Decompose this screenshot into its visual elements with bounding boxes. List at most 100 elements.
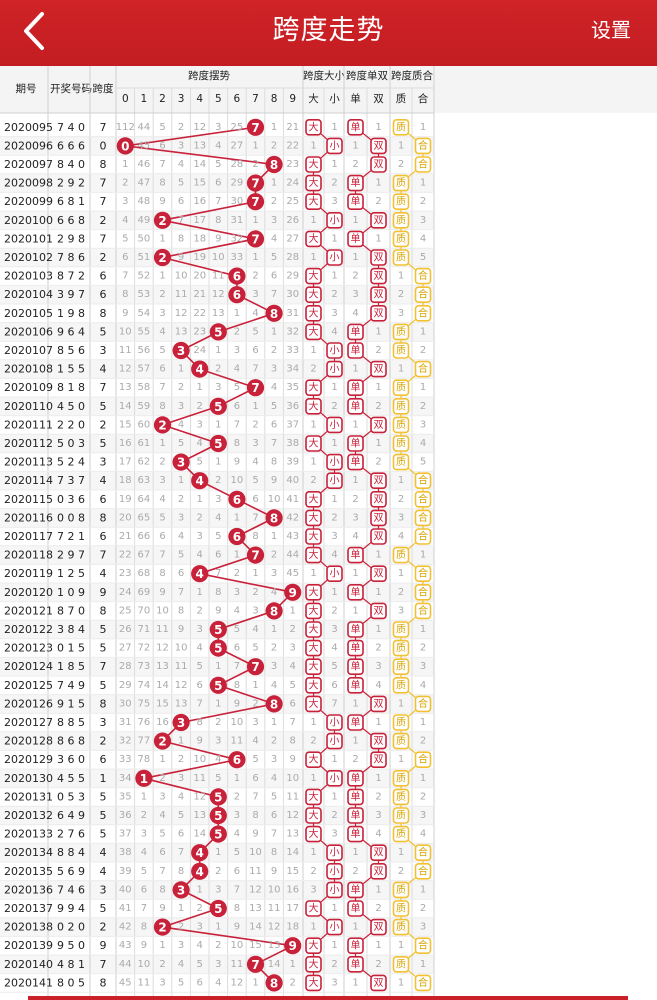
span-ball-digit: 7 bbox=[251, 381, 259, 395]
miss-count: 7 bbox=[141, 903, 147, 914]
miss-count: 45 bbox=[119, 977, 132, 988]
span-ball bbox=[209, 620, 227, 639]
miss-count: 39 bbox=[119, 866, 132, 877]
miss-count: 6 bbox=[215, 178, 221, 189]
size-marker-label: 小 bbox=[330, 717, 340, 729]
prime-marker-label: 合 bbox=[418, 288, 428, 301]
size-marker bbox=[305, 695, 322, 713]
span-ball-digit: 5 bbox=[214, 642, 222, 656]
miss-count: 65 bbox=[138, 512, 151, 523]
period-cell: 2020139 bbox=[4, 939, 53, 952]
parity-marker-label: 单 bbox=[351, 810, 361, 822]
miss-count: 1 bbox=[290, 959, 296, 970]
size-marker bbox=[326, 249, 343, 266]
miss-count: 3 bbox=[197, 922, 203, 933]
miss-count: 2 bbox=[197, 903, 203, 914]
span-ball-digit: 7 bbox=[251, 232, 259, 246]
draw-numbers: 1 0 9 bbox=[57, 586, 85, 599]
back-button[interactable] bbox=[18, 8, 54, 54]
draw-numbers: 8 8 4 bbox=[57, 846, 85, 859]
miss-count: 1 bbox=[197, 382, 203, 393]
parity-marker bbox=[347, 323, 364, 341]
period-cell: 2020105 bbox=[4, 307, 53, 320]
prime-marker bbox=[392, 900, 410, 917]
miss-count: 1 bbox=[215, 457, 221, 468]
miss-count: 57 bbox=[138, 364, 151, 375]
parity-marker bbox=[370, 751, 387, 769]
parity-marker-label: 双 bbox=[374, 921, 384, 933]
miss-count: 11 bbox=[175, 289, 188, 300]
miss-count: 1 bbox=[352, 847, 358, 858]
miss-count: 4 bbox=[197, 643, 203, 654]
miss-count: 5 bbox=[159, 512, 165, 523]
parity-marker-label: 单 bbox=[351, 400, 361, 412]
trend-table[interactable]: 期号 开奖号码 跨度 跨度摆势 0 1 2 3 4 5 6 7 8 9 跨度大小大小跨度单双单双跨度质合质合… bbox=[0, 66, 657, 1000]
span-value: 7 bbox=[100, 195, 107, 208]
miss-count: 2 bbox=[159, 289, 165, 300]
miss-count: 3 bbox=[375, 661, 381, 672]
draw-numbers: 8 8 5 bbox=[57, 716, 85, 729]
miss-count: 73 bbox=[138, 661, 151, 672]
miss-count: 2 bbox=[352, 866, 358, 877]
span-ball-digit: 2 bbox=[158, 921, 166, 935]
parity-marker bbox=[347, 955, 364, 973]
col-header-digit: 4 bbox=[196, 93, 203, 105]
prime-marker bbox=[392, 416, 410, 434]
span-ball-digit: 5 bbox=[214, 828, 222, 842]
span-ball-digit: 6 bbox=[233, 288, 241, 302]
miss-count: 3 bbox=[215, 884, 221, 895]
prime-marker bbox=[392, 212, 410, 229]
miss-count: 1 bbox=[331, 494, 337, 505]
miss-count: 2 bbox=[420, 345, 426, 356]
miss-count: 3 bbox=[141, 829, 147, 840]
period-cell: 2020135 bbox=[4, 865, 53, 878]
prime-marker bbox=[392, 193, 410, 210]
prime-marker-label: 质 bbox=[396, 642, 406, 654]
settings-button[interactable]: 设置 bbox=[591, 18, 631, 42]
miss-count: 1 bbox=[271, 531, 277, 542]
miss-count: 11 bbox=[212, 271, 225, 282]
prime-marker bbox=[392, 807, 410, 824]
miss-count: 2 bbox=[271, 140, 277, 151]
miss-count: 1 bbox=[215, 698, 221, 709]
miss-count: 1 bbox=[252, 215, 258, 226]
miss-count: 1 bbox=[420, 122, 426, 133]
prime-marker bbox=[392, 435, 410, 452]
draw-numbers: 4 8 1 bbox=[57, 958, 85, 971]
size-marker bbox=[305, 156, 322, 173]
miss-count: 8 bbox=[122, 289, 128, 300]
span-ball bbox=[228, 490, 246, 508]
size-marker-label: 小 bbox=[330, 419, 340, 431]
prime-marker-label: 质 bbox=[396, 735, 406, 747]
draw-numbers: 8 0 5 bbox=[57, 976, 85, 989]
span-ball bbox=[209, 788, 227, 806]
span-ball-digit: 0 bbox=[121, 139, 129, 153]
miss-count: 7 bbox=[159, 382, 165, 393]
miss-count: 39 bbox=[286, 457, 299, 468]
miss-count: 12 bbox=[231, 977, 244, 988]
miss-count: 2 bbox=[159, 457, 165, 468]
size-marker bbox=[326, 714, 343, 731]
miss-count: 2 bbox=[271, 550, 277, 561]
col-header-parity-label: 单 bbox=[350, 93, 361, 105]
prime-marker bbox=[414, 490, 432, 508]
size-marker bbox=[305, 900, 322, 917]
prime-marker bbox=[392, 918, 410, 936]
miss-count: 1 bbox=[331, 587, 337, 598]
miss-count: 2 bbox=[331, 810, 337, 821]
miss-count: 6 bbox=[234, 643, 240, 654]
parity-marker bbox=[347, 546, 364, 564]
size-marker-label: 小 bbox=[330, 456, 340, 468]
prime-marker bbox=[414, 974, 432, 992]
size-marker-label: 大 bbox=[309, 195, 319, 208]
parity-marker bbox=[347, 193, 364, 210]
prime-marker-label: 合 bbox=[418, 697, 428, 710]
size-marker-label: 大 bbox=[309, 548, 319, 561]
miss-count: 1 bbox=[352, 215, 358, 226]
miss-count: 11 bbox=[231, 959, 244, 970]
miss-count: 1 bbox=[331, 903, 337, 914]
parity-marker bbox=[370, 286, 387, 303]
prime-marker-label: 质 bbox=[396, 438, 406, 450]
prime-marker-label: 质 bbox=[396, 679, 406, 691]
miss-count: 9 bbox=[290, 754, 296, 765]
